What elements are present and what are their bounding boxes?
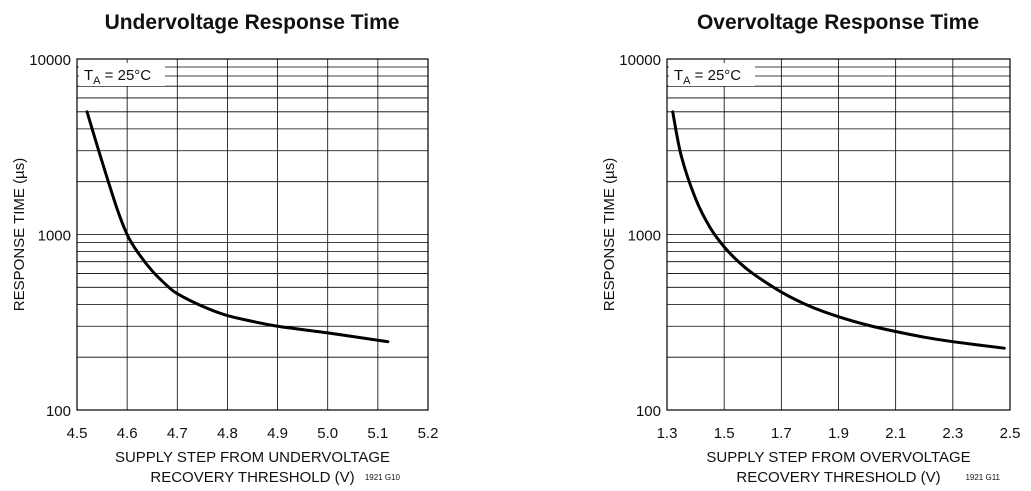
annotation-main: T <box>84 67 93 84</box>
response-time-curve <box>85 110 390 344</box>
x-tick-label: 5.2 <box>418 425 439 442</box>
x-tick-label: 1.5 <box>714 425 735 442</box>
annotation-text: TA = 25°C <box>84 67 151 87</box>
y-tick-label: 10000 <box>619 52 661 69</box>
x-tick-label: 2.1 <box>885 425 906 442</box>
y-axis-label: RESPONSE TIME (µs) <box>11 158 28 311</box>
x-axis-label-line1: SUPPLY STEP FROM UNDERVOLTAGE <box>115 449 390 466</box>
annotation-text: TA = 25°C <box>674 67 741 87</box>
annotation-background <box>669 63 755 86</box>
x-tick-label: 4.7 <box>167 425 188 442</box>
chart-title: Undervoltage Response Time <box>105 11 400 34</box>
x-tick-label: 5.0 <box>317 425 338 442</box>
chart-2: Overvoltage Response Time TA = 25°C 1.3 1.5… <box>601 11 1020 486</box>
annotation-rest: = 25°C <box>691 67 742 84</box>
y-tick-label: 10000 <box>29 52 71 69</box>
figure-id: 1921 G11 <box>965 473 1000 482</box>
x-tick-label: 4.9 <box>267 425 288 442</box>
figure-id: 1921 G10 <box>365 473 401 482</box>
annotation-subscript: A <box>683 75 691 87</box>
x-axis-label-line2: RECOVERY THRESHOLD (V) <box>736 469 940 486</box>
x-axis-label-line1: SUPPLY STEP FROM OVERVOLTAGE <box>706 449 970 466</box>
temperature-annotation: TA = 25°C <box>79 63 165 87</box>
x-tick-label: 4.6 <box>117 425 138 442</box>
chart-title: Overvoltage Response Time <box>697 11 979 34</box>
y-tick-label: 100 <box>46 403 71 420</box>
y-tick-label: 100 <box>636 403 661 420</box>
plot-frame <box>76 58 429 411</box>
y-tick-label: 1000 <box>628 228 661 245</box>
annotation-rest: = 25°C <box>101 67 152 84</box>
x-tick-label: 5.1 <box>367 425 388 442</box>
grid-lines <box>666 59 1011 411</box>
x-tick-label: 1.7 <box>771 425 792 442</box>
annotation-background <box>79 63 165 86</box>
y-tick-label: 1000 <box>38 228 71 245</box>
y-axis-label: RESPONSE TIME (µs) <box>601 158 618 311</box>
x-tick-label: 1.9 <box>828 425 849 442</box>
x-tick-label: 2.3 <box>942 425 963 442</box>
x-tick-label: 4.8 <box>217 425 238 442</box>
x-tick-label: 2.5 <box>1000 425 1021 442</box>
temperature-annotation: TA = 25°C <box>669 63 755 87</box>
x-axis-label-line2: RECOVERY THRESHOLD (V) <box>150 469 354 486</box>
x-tick-label: 1.3 <box>657 425 678 442</box>
x-tick-label: 4.5 <box>67 425 88 442</box>
plot-frame <box>666 58 1011 411</box>
response-time-curve <box>671 110 1006 350</box>
chart-1: Undervoltage Response Time TA = 25°C 4.5 4.… <box>11 11 438 486</box>
annotation-subscript: A <box>93 75 101 87</box>
annotation-main: T <box>674 67 683 84</box>
grid-lines <box>76 59 429 411</box>
